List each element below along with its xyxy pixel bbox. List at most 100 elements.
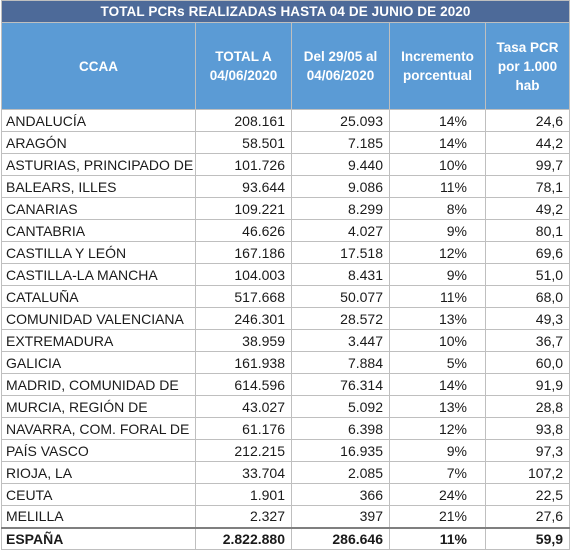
table-row: MURCIA, REGIÓN DE 43.027 5.092 13% 28,8 bbox=[1, 395, 570, 418]
cell-tasa: 91,9 bbox=[484, 373, 570, 396]
table-row: EXTREMADURA 38.959 3.447 10% 36,7 bbox=[1, 329, 570, 352]
cell-del: 8.299 bbox=[291, 197, 390, 220]
cell-del: 6.398 bbox=[291, 417, 390, 440]
total-row: ESPAÑA 2.822.880 286.646 11% 59,9 bbox=[1, 526, 570, 550]
table-row: CEUTA 1.901 366 24% 22,5 bbox=[1, 483, 570, 506]
cell-total: 33.704 bbox=[195, 461, 292, 484]
cell-ccaa: GALICIA bbox=[1, 351, 196, 374]
table-row: CATALUÑA 517.668 50.077 11% 68,0 bbox=[1, 285, 570, 308]
cell-ccaa: COMUNIDAD VALENCIANA bbox=[1, 307, 196, 330]
cell-incremento: 9% bbox=[389, 439, 486, 462]
header-tasa-line2: por 1.000 bbox=[497, 58, 558, 74]
cell-incremento: 7% bbox=[389, 461, 486, 484]
header-ccaa-label: CCAA bbox=[79, 58, 118, 74]
cell-del: 76.314 bbox=[291, 373, 390, 396]
cell-ccaa: NAVARRA, COM. FORAL DE bbox=[1, 417, 196, 440]
cell-incremento: 24% bbox=[389, 483, 486, 506]
cell-del: 17.518 bbox=[291, 241, 390, 264]
header-tasa-line1: Tasa PCR bbox=[496, 39, 559, 55]
cell-tasa: 78,1 bbox=[484, 175, 570, 198]
cell-incremento: 14% bbox=[389, 131, 486, 154]
cell-total: 43.027 bbox=[195, 395, 292, 418]
cell-tasa: 22,5 bbox=[484, 483, 570, 506]
cell-del: 25.093 bbox=[291, 109, 390, 132]
header-tasa: Tasa PCR por 1.000 hab bbox=[484, 22, 570, 110]
header-row: CCAA TOTAL A 04/06/2020 Del 29/05 al 04/… bbox=[1, 22, 570, 110]
cell-total: 167.186 bbox=[195, 241, 292, 264]
cell-tasa: 93,8 bbox=[484, 417, 570, 440]
cell-tasa: 97,3 bbox=[484, 439, 570, 462]
header-total: TOTAL A 04/06/2020 bbox=[195, 22, 292, 110]
table-row: BALEARS, ILLES 93.644 9.086 11% 78,1 bbox=[1, 175, 570, 198]
table-row: ARAGÓN 58.501 7.185 14% 44,2 bbox=[1, 131, 570, 154]
cell-ccaa: CEUTA bbox=[1, 483, 196, 506]
table-row: CANARIAS 109.221 8.299 8% 49,2 bbox=[1, 197, 570, 220]
cell-total: 104.003 bbox=[195, 263, 292, 286]
cell-total: 161.938 bbox=[195, 351, 292, 374]
cell-incremento: 13% bbox=[389, 395, 486, 418]
header-del-line1: Del 29/05 al bbox=[303, 49, 378, 64]
cell-ccaa: CASTILLA Y LEÓN bbox=[1, 241, 196, 264]
table-row: MELILLA 2.327 397 21% 27,6 bbox=[1, 505, 570, 528]
cell-del: 286.646 bbox=[291, 526, 390, 550]
cell-del: 5.092 bbox=[291, 395, 390, 418]
table-row: MADRID, COMUNIDAD DE 614.596 76.314 14% 91,9 bbox=[1, 373, 570, 396]
cell-ccaa: MELILLA bbox=[1, 505, 196, 528]
cell-tasa: 36,7 bbox=[484, 329, 570, 352]
cell-incremento: 9% bbox=[389, 219, 486, 242]
cell-ccaa: PAÍS VASCO bbox=[1, 439, 196, 462]
cell-del: 28.572 bbox=[291, 307, 390, 330]
table-row: PAÍS VASCO 212.215 16.935 9% 97,3 bbox=[1, 439, 570, 462]
cell-tasa: 28,8 bbox=[484, 395, 570, 418]
cell-incremento: 14% bbox=[389, 373, 486, 396]
cell-incremento: 11% bbox=[389, 285, 486, 308]
header-inc-line1: Incremento bbox=[401, 49, 474, 64]
cell-del: 16.935 bbox=[291, 439, 390, 462]
cell-total: 93.644 bbox=[195, 175, 292, 198]
cell-del: 7.884 bbox=[291, 351, 390, 374]
cell-tasa: 51,0 bbox=[484, 263, 570, 286]
cell-ccaa: CANARIAS bbox=[1, 197, 196, 220]
cell-tasa: 44,2 bbox=[484, 131, 570, 154]
cell-del: 2.085 bbox=[291, 461, 390, 484]
table-row: GALICIA 161.938 7.884 5% 60,0 bbox=[1, 351, 570, 374]
header-inc-line2: porcentual bbox=[402, 68, 472, 83]
table-row: CASTILLA Y LEÓN 167.186 17.518 12% 69,6 bbox=[1, 241, 570, 264]
table-row: NAVARRA, COM. FORAL DE 61.176 6.398 12% 93,8 bbox=[1, 417, 570, 440]
cell-total: 1.901 bbox=[195, 483, 292, 506]
cell-total: 58.501 bbox=[195, 131, 292, 154]
title-row: TOTAL PCRs REALIZADAS HASTA 04 DE JUNIO … bbox=[0, 0, 570, 23]
cell-del: 3.447 bbox=[291, 329, 390, 352]
cell-total: 38.959 bbox=[195, 329, 292, 352]
cell-del: 50.077 bbox=[291, 285, 390, 308]
cell-del: 366 bbox=[291, 483, 390, 506]
cell-ccaa: MURCIA, REGIÓN DE bbox=[1, 395, 196, 418]
cell-ccaa: ARAGÓN bbox=[1, 131, 196, 154]
table-row: CANTABRIA 46.626 4.027 9% 80,1 bbox=[1, 219, 570, 242]
cell-tasa: 80,1 bbox=[484, 219, 570, 242]
cell-total: 517.668 bbox=[195, 285, 292, 308]
cell-del: 7.185 bbox=[291, 131, 390, 154]
cell-del: 9.086 bbox=[291, 175, 390, 198]
cell-tasa: 60,0 bbox=[484, 351, 570, 374]
cell-incremento: 8% bbox=[389, 197, 486, 220]
table-title: TOTAL PCRs REALIZADAS HASTA 04 DE JUNIO … bbox=[0, 0, 570, 23]
cell-incremento: 13% bbox=[389, 307, 486, 330]
header-total-line1: TOTAL A bbox=[215, 49, 272, 64]
cell-tasa: 69,6 bbox=[484, 241, 570, 264]
cell-tasa: 49,3 bbox=[484, 307, 570, 330]
cell-del: 8.431 bbox=[291, 263, 390, 286]
cell-del: 4.027 bbox=[291, 219, 390, 242]
cell-ccaa: ASTURIAS, PRINCIPADO DE bbox=[1, 153, 196, 176]
cell-incremento: 21% bbox=[389, 505, 486, 528]
header-tasa-line3: hab bbox=[515, 77, 540, 93]
cell-ccaa: ESPAÑA bbox=[1, 526, 196, 550]
cell-ccaa: CASTILLA-LA MANCHA bbox=[1, 263, 196, 286]
header-del-line2: 04/06/2020 bbox=[306, 68, 375, 83]
cell-total: 614.596 bbox=[195, 373, 292, 396]
table-body: ANDALUCÍA 208.161 25.093 14% 24,6 ARAGÓN 58.50… bbox=[1, 109, 570, 550]
cell-ccaa: CANTABRIA bbox=[1, 219, 196, 242]
cell-del: 397 bbox=[291, 505, 390, 528]
cell-total: 2.822.880 bbox=[195, 526, 292, 550]
